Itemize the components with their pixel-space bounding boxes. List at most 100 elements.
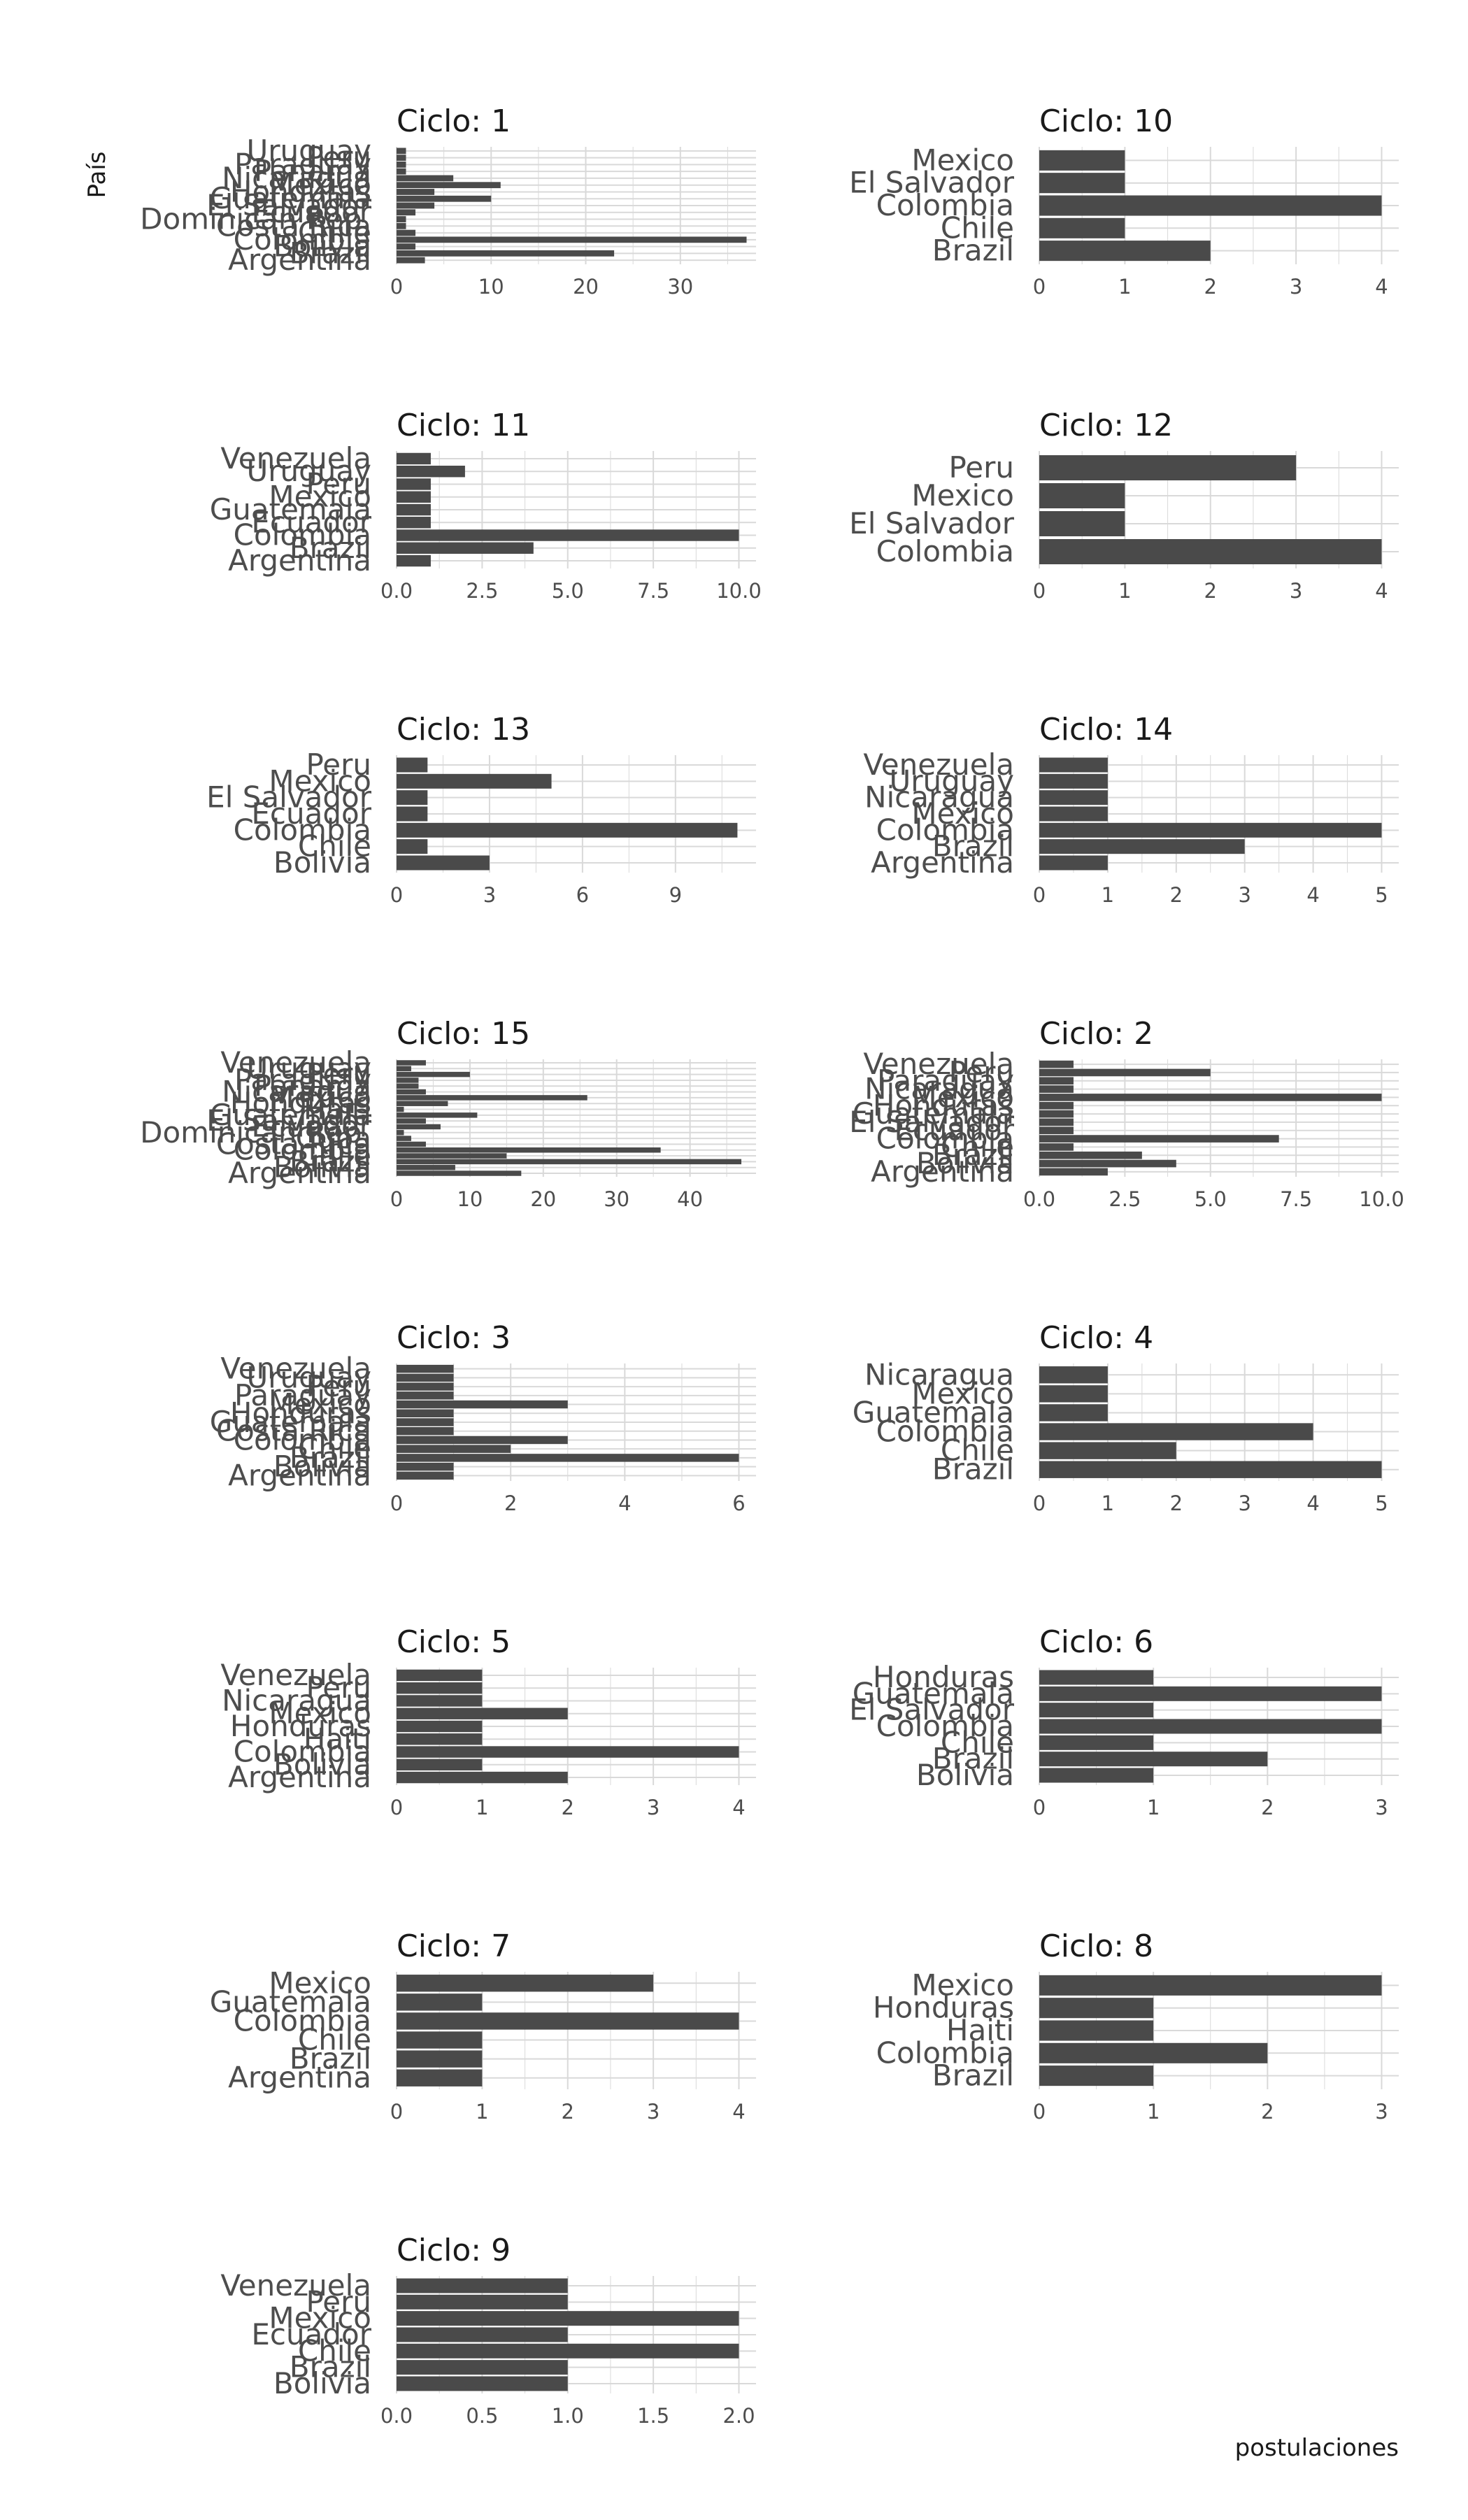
x-tick-label: 1 — [476, 2100, 488, 2124]
bar — [1039, 1703, 1154, 1718]
bar — [397, 1153, 507, 1159]
category-label: Honduras — [230, 1709, 371, 1743]
bar — [397, 2343, 739, 2358]
bar — [397, 2360, 568, 2375]
bar — [397, 478, 431, 490]
panel-title: Ciclo: 13 — [397, 712, 530, 747]
bar — [1039, 806, 1108, 822]
x-tick-label: 3 — [647, 2100, 660, 2124]
x-tick-label: 2 — [562, 1796, 574, 1819]
bar — [397, 773, 552, 789]
category-label: Peru — [306, 466, 371, 501]
bar — [397, 1124, 441, 1130]
bar — [397, 1170, 522, 1176]
category-label: Mexico — [911, 796, 1014, 831]
x-tick-label: 30 — [667, 275, 693, 299]
facet-panel: Ciclo: 7 ArgentinaBrazilChileColombiaGuat… — [210, 1928, 756, 2124]
x-tick-label: 0.0 — [380, 579, 413, 603]
x-axis-title: postulaciones — [1235, 2434, 1399, 2462]
bar — [397, 1373, 454, 1382]
category-label: Ecuador — [251, 505, 371, 539]
category-label: Honduras — [873, 1660, 1014, 1694]
bar — [397, 1391, 454, 1400]
category-label: Mexico — [269, 1387, 371, 1422]
bar — [397, 790, 428, 806]
bar — [1039, 1385, 1108, 1403]
bar — [397, 182, 501, 189]
category-label: Brazil — [290, 236, 371, 270]
x-tick-label: 10.0 — [1359, 1187, 1404, 1211]
category-label: Venezuela — [220, 1352, 371, 1386]
x-tick-label: 6 — [576, 883, 589, 907]
category-label: Colombia — [234, 1735, 371, 1769]
bar — [397, 155, 406, 162]
category-label: Bolivia — [916, 1146, 1014, 1180]
category-label: Brazil — [290, 531, 371, 565]
bar — [397, 1418, 454, 1426]
category-label: Peru — [306, 2284, 371, 2319]
bar — [397, 1708, 568, 1719]
bar — [1039, 790, 1108, 806]
bar — [1039, 483, 1125, 508]
bar — [1039, 1118, 1074, 1126]
category-label: Chile — [298, 829, 371, 864]
category-label: Venezuela — [220, 441, 371, 475]
category-label: Venezuela — [220, 2268, 371, 2303]
category-label: Peru — [306, 1369, 371, 1403]
x-tick-label: 0 — [390, 883, 403, 907]
category-label: Guatemala — [853, 1096, 1014, 1131]
category-label: Mexico — [911, 1968, 1014, 2002]
category-label: Peru — [948, 1055, 1014, 1089]
x-tick-label: 6 — [732, 1491, 745, 1515]
category-label: Colombia — [876, 2035, 1014, 2070]
x-tick-label: 1.5 — [637, 2404, 669, 2428]
category-label: Peru — [306, 141, 371, 175]
bar — [1039, 839, 1245, 854]
bar — [1039, 2066, 1154, 2086]
bar — [1039, 1143, 1074, 1151]
category-label: Costa Rica — [216, 208, 371, 243]
bar — [397, 503, 431, 516]
bar — [397, 1771, 568, 1784]
x-tick-label: 0 — [1033, 883, 1046, 907]
category-label: Haiti — [946, 2013, 1014, 2047]
category-label: Guatemala — [210, 1405, 371, 1439]
category-label: Brazil — [932, 1742, 1014, 1776]
x-tick-label: 2 — [504, 1491, 517, 1515]
x-tick-label: 10.0 — [716, 579, 762, 603]
bar — [1039, 1168, 1108, 1176]
x-tick-label: 4 — [732, 2100, 745, 2124]
x-tick-label: 5.0 — [1195, 1187, 1227, 1211]
bar — [397, 855, 490, 871]
category-label: El Salvador — [206, 1103, 372, 1138]
category-label: Honduras — [230, 174, 371, 208]
panel-title: Ciclo: 1 — [397, 103, 511, 139]
facet-panels: Ciclo: 1ArgentinaBrazilBoliviaColombiaCh… — [140, 103, 1404, 2428]
category-label: Venezuela — [863, 1047, 1014, 1081]
bar — [397, 466, 465, 478]
category-label: Mexico — [269, 480, 371, 514]
category-label: Honduras — [230, 1086, 371, 1120]
x-tick-label: 1 — [1147, 1796, 1160, 1819]
bar — [397, 806, 428, 822]
panel-title: Ciclo: 11 — [397, 408, 530, 443]
x-tick-label: 4 — [1375, 275, 1388, 299]
category-label: Venezuela — [220, 1658, 371, 1692]
category-label: Chile — [941, 210, 1014, 245]
bar — [397, 2069, 483, 2086]
bar — [1039, 511, 1125, 536]
category-label: Brazil — [932, 1452, 1014, 1487]
bar — [397, 1130, 404, 1136]
facet-panel: Ciclo: 1 ArgentinaBrazilBoliviaColombiaCh… — [140, 103, 756, 299]
category-label: Panama — [254, 154, 371, 188]
category-label: Colombia — [234, 518, 371, 552]
bar — [397, 1471, 454, 1480]
bar — [397, 189, 435, 195]
panel-title: Ciclo: 4 — [1039, 1320, 1153, 1356]
category-label: Guatemala — [210, 492, 371, 527]
category-label: Costa Rica — [216, 1126, 371, 1161]
x-tick-label: 4 — [732, 1796, 745, 1819]
category-label: Guatemala — [210, 1984, 371, 2019]
